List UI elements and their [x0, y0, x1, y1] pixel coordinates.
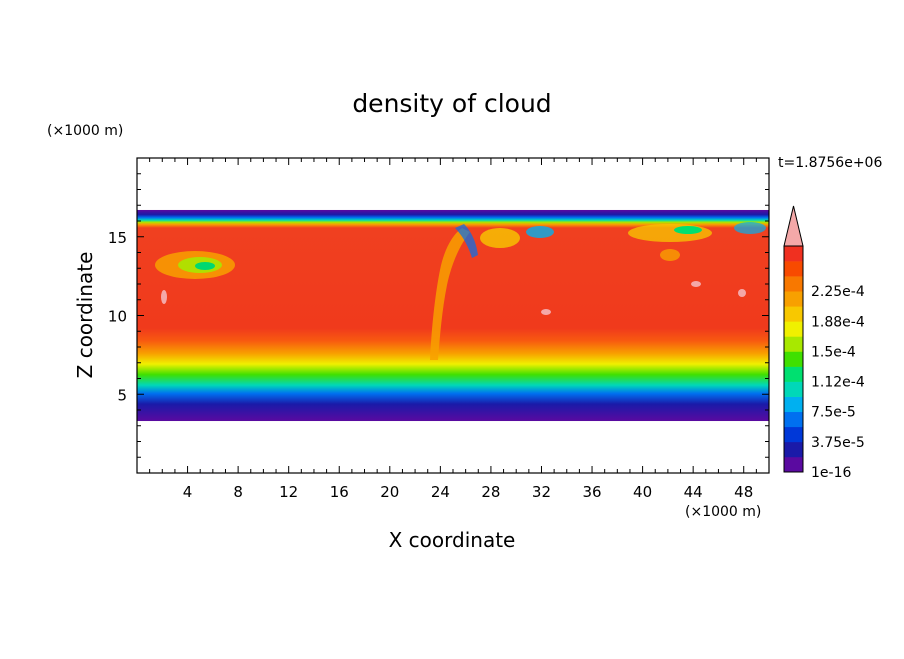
colorbar-label: 3.75e-5 — [811, 435, 865, 451]
cloud-eddy — [541, 309, 551, 315]
y-unit-label: (×1000 m) — [47, 123, 123, 139]
colorbar-label: 1.5e-4 — [811, 344, 856, 360]
x-tick-label: 4 — [183, 483, 193, 501]
x-tick-label: 12 — [279, 483, 298, 501]
x-tick-label: 48 — [734, 483, 753, 501]
x-tick-label: 8 — [233, 483, 243, 501]
x-axis-label: X coordinate — [389, 528, 516, 552]
time-label: t=1.8756e+06 — [778, 155, 882, 171]
colorbar-extend-arrow — [783, 205, 804, 247]
colorbar-band — [784, 276, 803, 292]
x-tick-label: 28 — [481, 483, 500, 501]
y-axis: 5 10 15 — [108, 173, 769, 458]
colorbar-label: 1.12e-4 — [811, 375, 865, 391]
y-axis-label: Z coordinate — [73, 252, 97, 379]
cloud-plume — [430, 228, 470, 360]
cloud-eddy — [480, 228, 520, 248]
x-tick-label: 20 — [380, 483, 399, 501]
x-tick-label: 40 — [633, 483, 652, 501]
colorbar: 1e-16 3.75e-5 7.5e-5 1.12e-4 1.5e-4 1.88e-4 2.… — [783, 205, 865, 481]
colorbar-band — [784, 261, 803, 277]
colorbar-band — [784, 396, 803, 413]
cloud-eddy — [691, 281, 701, 287]
cloud-eddy — [195, 262, 215, 270]
colorbar-label: 2.25e-4 — [811, 284, 865, 300]
colorbar-label: 1.88e-4 — [811, 314, 865, 330]
cloud-eddy — [161, 290, 167, 304]
x-unit-label: (×1000 m) — [685, 504, 761, 520]
cloud-eddy — [674, 226, 702, 234]
colorbar-band — [784, 456, 803, 473]
cloud-plume — [455, 224, 478, 258]
colorbar-label: 1e-16 — [811, 465, 851, 481]
x-tick-label: 16 — [330, 483, 349, 501]
y-tick-label: 10 — [108, 308, 127, 326]
colorbar-label: 7.5e-5 — [811, 405, 856, 421]
x-tick-label: 32 — [532, 483, 551, 501]
colorbar-band — [784, 291, 803, 307]
chart-title: density of cloud — [352, 89, 551, 118]
plot-area — [137, 209, 769, 422]
cloud-eddy — [734, 222, 766, 234]
cloud-eddy — [526, 226, 554, 238]
x-tick-label: 24 — [431, 483, 450, 501]
colorbar-band — [784, 306, 803, 322]
colorbar-band — [784, 441, 803, 458]
cloud-eddy — [628, 224, 712, 242]
colorbar-band — [784, 351, 803, 367]
x-tick-label: 44 — [684, 483, 703, 501]
colorbar-band — [784, 426, 803, 443]
y-tick-label: 15 — [108, 229, 127, 247]
cloud-features — [155, 222, 766, 360]
colorbar-band — [784, 381, 803, 397]
colorbar-band — [784, 366, 803, 382]
colorbar-band — [784, 336, 803, 352]
cloud-eddy — [738, 289, 746, 297]
x-axis: 4 8 12 16 20 24 28 32 36 40 44 48 — [149, 158, 757, 501]
y-tick-label: 5 — [117, 386, 127, 404]
colorbar-band — [784, 321, 803, 337]
cloud-eddy — [660, 249, 680, 261]
colorbar-band — [784, 411, 803, 428]
x-tick-label: 36 — [582, 483, 601, 501]
colorbar-band — [784, 246, 803, 262]
